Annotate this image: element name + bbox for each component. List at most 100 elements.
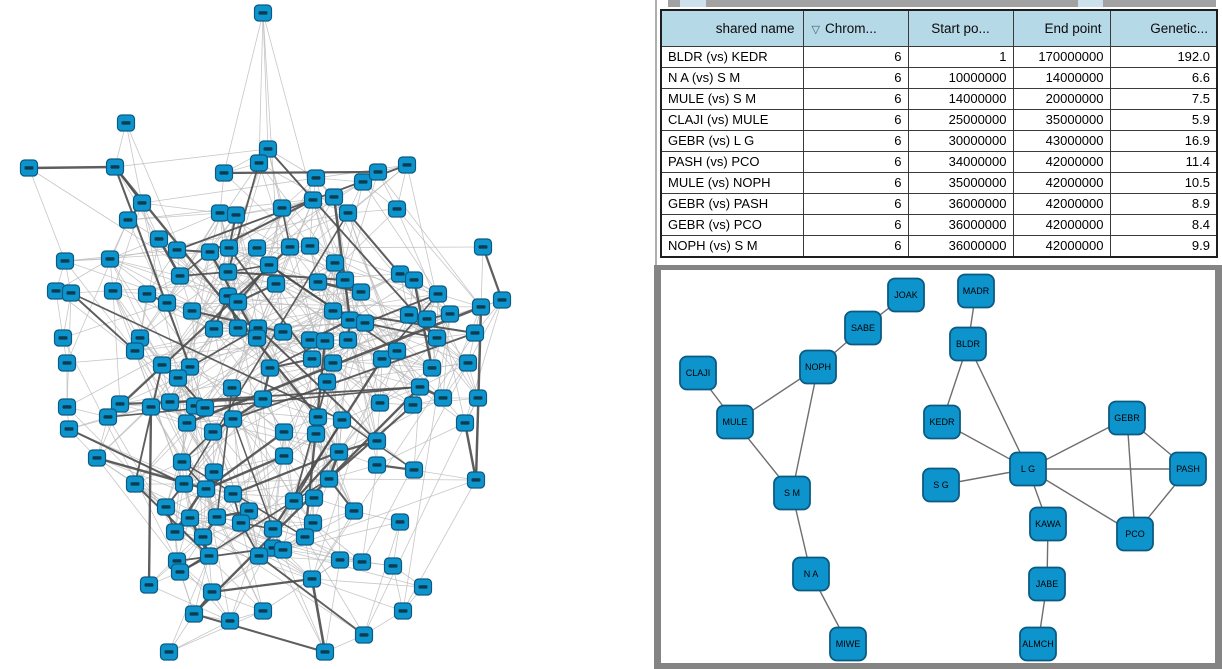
column-header-chrom---[interactable]: ▽ Chrom... [802, 9, 909, 47]
table-cell[interactable]: 36000000 [907, 235, 1014, 258]
network-node[interactable] [125, 342, 145, 360]
table-cell[interactable]: 6 [802, 67, 909, 89]
network-node[interactable] [130, 329, 150, 347]
network-node[interactable] [184, 605, 204, 623]
network-node[interactable] [417, 310, 437, 328]
network-node[interactable] [492, 291, 512, 309]
network-node[interactable] [226, 206, 246, 224]
network-node[interactable] [303, 191, 323, 209]
network-node[interactable] [413, 578, 433, 596]
network-node[interactable] [116, 114, 136, 132]
network-node[interactable] [404, 271, 424, 289]
network-node-miwe[interactable]: MIWE [829, 626, 867, 662]
network-node[interactable] [383, 557, 403, 575]
network-node[interactable] [427, 329, 447, 347]
network-node[interactable] [465, 324, 485, 342]
network-node-kedr[interactable]: KEDR [923, 404, 961, 440]
network-node[interactable] [468, 389, 488, 407]
table-cell[interactable]: 30000000 [907, 130, 1014, 152]
network-node-joak[interactable]: JOAK [887, 277, 925, 313]
network-node[interactable] [247, 329, 267, 347]
network-node[interactable] [231, 514, 251, 532]
network-node[interactable] [196, 480, 216, 498]
network-node[interactable] [368, 163, 388, 181]
network-node[interactable] [172, 453, 192, 471]
network-node[interactable] [59, 420, 79, 438]
panel-splitter[interactable] [655, 0, 657, 266]
table-cell[interactable]: 6 [802, 88, 909, 110]
network-node[interactable] [253, 390, 273, 408]
network-node[interactable] [351, 283, 371, 301]
table-cell[interactable]: 10.5 [1109, 172, 1218, 194]
network-node[interactable] [168, 369, 188, 387]
network-node[interactable] [223, 410, 243, 428]
network-node[interactable] [352, 553, 372, 571]
table-row[interactable]: GEBR (vs) L G 6 30000000 43000000 16.9 [660, 130, 1218, 152]
network-node[interactable] [110, 395, 130, 413]
table-cell[interactable]: BLDR (vs) KEDR [660, 46, 804, 68]
table-cell[interactable]: GEBR (vs) PCO [660, 214, 804, 236]
network-node[interactable] [471, 298, 491, 316]
column-header-genetic---[interactable]: Genetic... [1109, 9, 1218, 47]
network-node[interactable] [170, 267, 190, 285]
network-node-s-m[interactable]: S M [773, 475, 811, 511]
network-node[interactable] [207, 508, 227, 526]
network-node[interactable] [315, 332, 335, 350]
network-node[interactable] [195, 399, 215, 417]
network-node[interactable] [125, 475, 145, 493]
network-node[interactable] [390, 265, 410, 283]
network-node[interactable] [393, 602, 413, 620]
network-node-n-a[interactable]: N A [792, 556, 830, 592]
network-node[interactable] [273, 541, 293, 559]
network-node[interactable] [410, 378, 430, 396]
network-node-claji[interactable]: CLAJI [679, 355, 717, 391]
network-node[interactable] [100, 250, 120, 268]
table-cell[interactable]: 42000000 [1012, 193, 1111, 215]
network-node[interactable] [170, 563, 190, 581]
network-node[interactable] [204, 320, 224, 338]
network-node[interactable] [323, 354, 343, 372]
network-node[interactable] [152, 356, 172, 374]
table-cell[interactable]: 34000000 [907, 151, 1014, 173]
table-cell[interactable]: 42000000 [1012, 151, 1111, 173]
table-cell[interactable]: 7.5 [1109, 88, 1218, 110]
network-node[interactable] [323, 302, 343, 320]
network-node[interactable] [338, 204, 358, 222]
network-node[interactable] [308, 273, 328, 291]
network-node[interactable] [404, 461, 424, 479]
network-node[interactable] [177, 414, 197, 432]
network-node[interactable] [274, 423, 294, 441]
network-node[interactable] [370, 394, 390, 412]
network-node[interactable] [156, 498, 176, 516]
table-cell[interactable]: 192.0 [1109, 46, 1218, 68]
network-node[interactable] [455, 414, 475, 432]
table-row[interactable]: BLDR (vs) KEDR 6 1 170000000 192.0 [660, 46, 1218, 68]
table-cell[interactable]: 36000000 [907, 193, 1014, 215]
network-node[interactable] [220, 612, 240, 630]
network-node[interactable] [249, 547, 269, 565]
table-cell[interactable]: 1 [907, 46, 1014, 68]
table-row[interactable]: GEBR (vs) PASH 6 36000000 42000000 8.9 [660, 193, 1218, 215]
table-row[interactable]: NOPH (vs) S M 6 36000000 42000000 9.9 [660, 235, 1218, 258]
network-node[interactable] [61, 284, 81, 302]
network-node[interactable] [403, 396, 423, 414]
network-node[interactable] [260, 359, 280, 377]
network-node-madr[interactable]: MADR [957, 273, 995, 309]
network-node[interactable] [266, 275, 286, 293]
subnetwork-canvas[interactable]: JOAK SABE NOPH CLAJI MULE S M N A MIWE MADR BLDR K… [661, 270, 1215, 663]
network-node[interactable] [46, 282, 66, 300]
table-cell[interactable]: 14000000 [1012, 67, 1111, 89]
table-cell[interactable]: 6 [802, 109, 909, 131]
network-node-jabe[interactable]: JABE [1028, 566, 1066, 602]
network-node[interactable] [397, 156, 417, 174]
network-node[interactable] [200, 243, 220, 261]
network-node-sabe[interactable]: SABE [844, 310, 882, 346]
network-node-pash[interactable]: PASH [1169, 451, 1207, 487]
network-node-gebr[interactable]: GEBR [1108, 400, 1146, 436]
overview-network-canvas[interactable] [0, 0, 654, 669]
table-row[interactable]: MULE (vs) S M 6 14000000 20000000 7.5 [660, 88, 1218, 110]
table-cell[interactable]: 14000000 [907, 88, 1014, 110]
network-node[interactable] [219, 239, 239, 257]
table-cell[interactable]: 170000000 [1012, 46, 1111, 68]
table-cell[interactable]: 16.9 [1109, 130, 1218, 152]
